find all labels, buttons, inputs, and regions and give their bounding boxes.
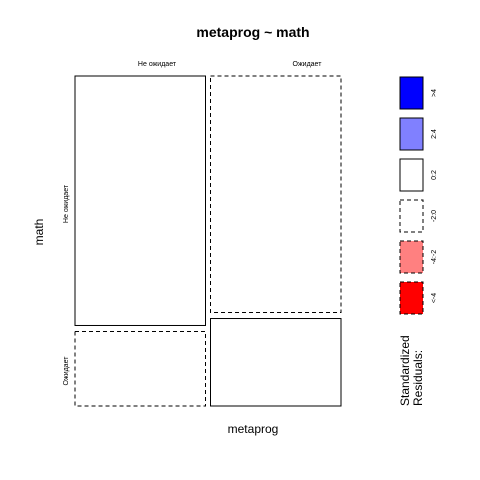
y-category-label-1: Ожидает <box>63 356 70 386</box>
mosaic-tile-1-0 <box>210 75 342 314</box>
legend-label-2: 0:2 <box>431 170 438 180</box>
y-category-label-0: Не ожидает <box>63 184 70 223</box>
legend-label-3: -2:0 <box>431 210 438 222</box>
chart-title: metaprog ~ math <box>196 24 309 40</box>
legend-swatch-5 <box>399 281 424 315</box>
legend-title-line-1: Standardized <box>398 335 412 406</box>
residual-legend: >4 2:4 0:2 -2:0 -4:-2 <-4 <box>399 76 438 315</box>
legend-label-1: 2:4 <box>431 129 438 139</box>
legend-label-4: -4:-2 <box>431 250 438 265</box>
legend-label-5: <-4 <box>431 293 438 303</box>
legend-swatch-3 <box>399 199 424 233</box>
mosaic-tile-0-1 <box>74 330 206 407</box>
mosaic-tile-1-1 <box>210 318 342 407</box>
mosaic-tile-0-0 <box>74 75 206 326</box>
x-category-label-0: Не ожидает <box>138 61 177 68</box>
legend-swatch-0 <box>399 76 424 110</box>
legend-label-0: >4 <box>431 89 438 97</box>
legend-swatch-2 <box>399 158 424 192</box>
legend-swatch-1 <box>399 117 424 151</box>
legend-swatch-4 <box>399 240 424 274</box>
x-axis-title: metaprog <box>228 422 279 436</box>
x-category-label-1: Ожидает <box>293 61 323 68</box>
mosaic-tiles <box>74 75 342 407</box>
y-axis-title: math <box>32 219 46 246</box>
legend-title-line-2: Residuals: <box>411 350 425 406</box>
